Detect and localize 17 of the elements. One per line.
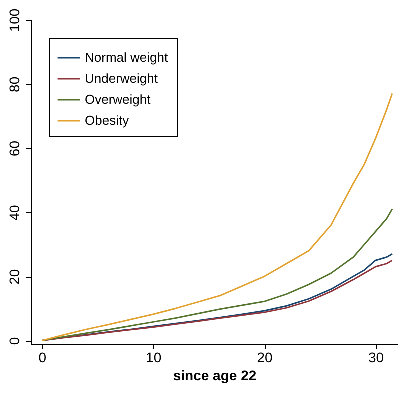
y-tick-label: 0	[6, 337, 22, 346]
y-tick-label: 100	[6, 8, 22, 32]
legend-label: Normal weight	[85, 50, 168, 65]
x-axis-title: since age 22	[173, 368, 257, 384]
legend-label: Underweight	[85, 71, 158, 86]
y-tick-label: 20	[6, 269, 22, 285]
x-tick-label: 10	[146, 350, 162, 366]
line-series	[41, 93, 394, 342]
y-tick-label: 60	[6, 140, 22, 157]
legend-label: Obesity	[85, 113, 130, 128]
y-tick-label: 40	[6, 204, 22, 221]
y-tick-label: 80	[6, 76, 22, 92]
x-tick-label: 20	[257, 350, 274, 366]
x-tick-label: 30	[368, 350, 384, 366]
x-tick-label: 0	[38, 350, 47, 366]
legend-label: Overweight	[85, 92, 152, 107]
line-series	[41, 208, 394, 342]
